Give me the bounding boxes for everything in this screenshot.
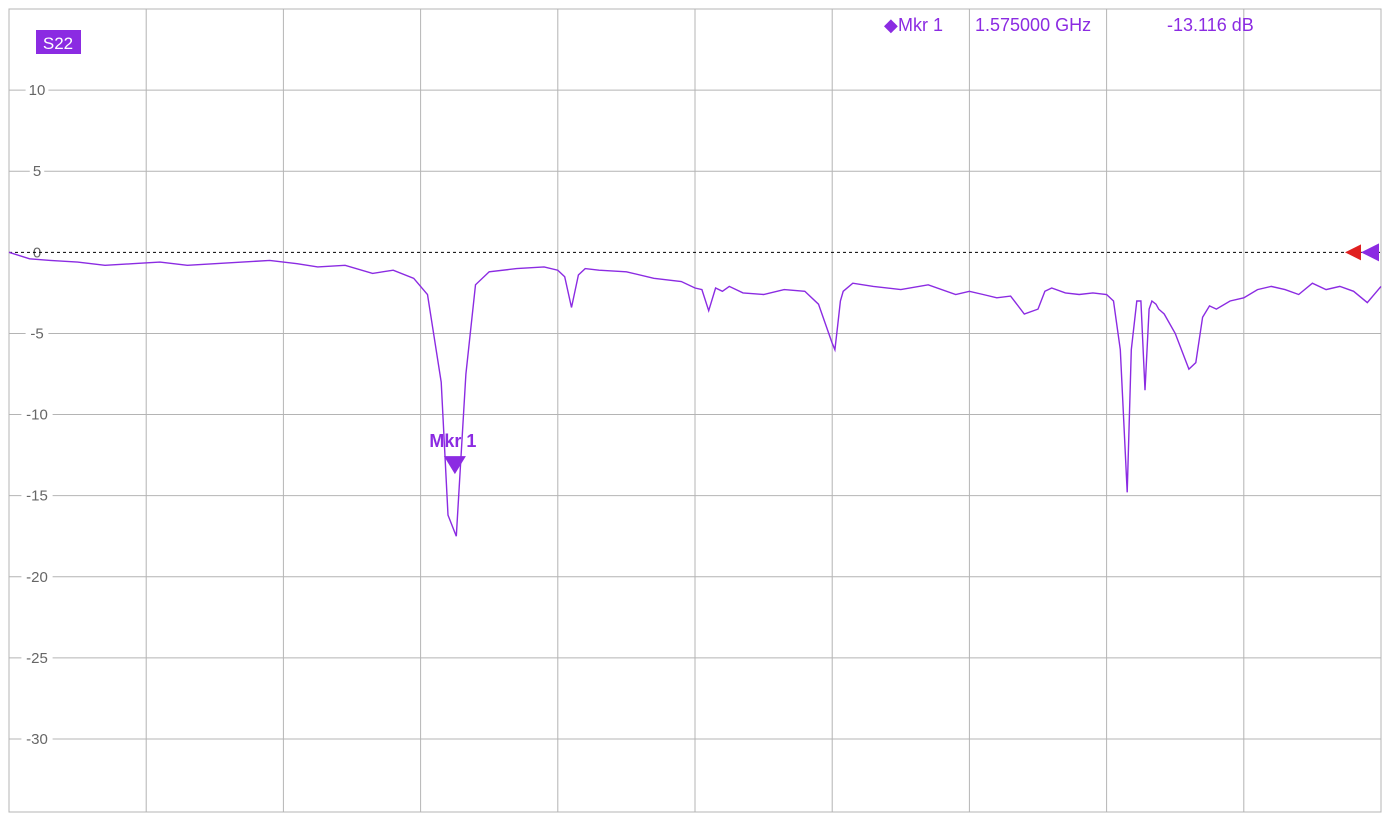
y-tick-label: 0	[33, 244, 41, 261]
s22-trace-line	[8, 251, 1382, 537]
grid	[8, 8, 1382, 813]
y-tick-label-background	[21, 568, 53, 585]
marker-1-label: Mkr 1	[429, 431, 476, 451]
marker-readout-diamond-icon: ◆	[884, 15, 898, 35]
trace-label-background	[36, 30, 81, 54]
y-tick-label: -30	[26, 731, 48, 748]
trace-reference-arrow-icon	[1361, 243, 1379, 262]
y-tick-label-background	[21, 649, 53, 666]
y-tick-label-background	[21, 731, 53, 747]
y-tick-label: -20	[26, 569, 48, 586]
trace-label-badge[interactable]: S22	[36, 30, 81, 54]
marker-readout: ◆ Mkr 1 1.575000 GHz -13.116 dB	[884, 15, 1254, 35]
marker-1-triangle-icon	[443, 456, 466, 475]
y-tick-label-background	[25, 325, 49, 342]
marker-readout-name: Mkr 1	[898, 15, 943, 35]
y-tick-label-background	[29, 163, 45, 180]
trace-label: S22	[43, 34, 73, 53]
y-tick-label: 5	[33, 163, 41, 180]
y-tick-label-background	[29, 244, 45, 261]
y-tick-label-background	[25, 82, 49, 99]
markers: Mkr 1	[429, 431, 476, 475]
y-tick-label: -10	[26, 407, 48, 424]
y-tick-labels: 10 5 0 -5 -10 -15 -20 -25 -30	[21, 82, 53, 748]
y-tick-label: 10	[29, 82, 46, 99]
y-tick-label: -15	[26, 488, 48, 505]
y-tick-label: -25	[26, 650, 48, 667]
reference-level-markers	[1345, 243, 1379, 262]
marker-readout-frequency: 1.575000 GHz	[975, 15, 1091, 35]
reference-level-arrow-icon	[1345, 244, 1361, 261]
y-tick-label-background	[21, 406, 53, 423]
y-tick-label: -5	[30, 325, 43, 342]
y-tick-label-background	[21, 487, 53, 504]
marker-readout-value: -13.116 dB	[1167, 15, 1254, 35]
